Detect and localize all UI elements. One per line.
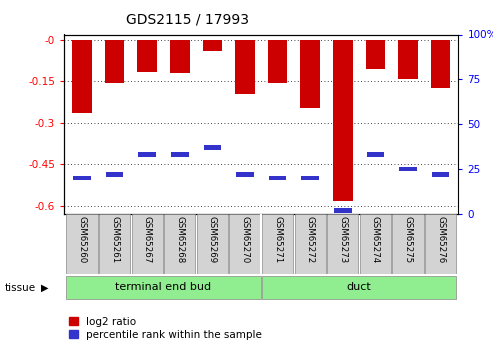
Bar xyxy=(432,172,449,177)
Bar xyxy=(269,176,286,180)
Bar xyxy=(138,40,157,72)
Bar xyxy=(197,214,228,274)
Bar xyxy=(235,40,255,94)
Text: GSM65260: GSM65260 xyxy=(77,216,86,264)
Bar xyxy=(294,214,326,274)
Bar xyxy=(327,214,358,274)
Bar xyxy=(170,40,190,73)
Bar xyxy=(367,152,384,157)
Bar xyxy=(132,214,163,274)
Text: tissue: tissue xyxy=(5,283,36,293)
Bar xyxy=(333,40,352,201)
Bar xyxy=(229,214,261,274)
Bar xyxy=(204,145,221,150)
Bar xyxy=(300,40,320,108)
Bar xyxy=(301,176,319,180)
Bar xyxy=(366,40,385,69)
Text: GSM65276: GSM65276 xyxy=(436,216,445,264)
Bar xyxy=(262,214,293,274)
Text: ▶: ▶ xyxy=(41,283,48,293)
Text: GSM65275: GSM65275 xyxy=(403,216,413,264)
Bar xyxy=(171,152,189,157)
Bar xyxy=(262,276,456,299)
Text: GDS2115 / 17993: GDS2115 / 17993 xyxy=(126,12,249,26)
Bar xyxy=(106,172,123,177)
Bar xyxy=(139,152,156,157)
Bar xyxy=(105,40,124,83)
Bar xyxy=(360,214,391,274)
Text: GSM65273: GSM65273 xyxy=(338,216,347,264)
Bar xyxy=(73,176,91,180)
Text: GSM65270: GSM65270 xyxy=(241,216,249,264)
Bar xyxy=(392,214,423,274)
Text: GSM65271: GSM65271 xyxy=(273,216,282,264)
Bar xyxy=(431,40,450,88)
Text: GSM65269: GSM65269 xyxy=(208,216,217,264)
Bar xyxy=(236,172,254,177)
Bar xyxy=(268,40,287,83)
Bar xyxy=(398,40,418,79)
Text: GSM65261: GSM65261 xyxy=(110,216,119,264)
Bar xyxy=(399,167,417,171)
Text: GSM65274: GSM65274 xyxy=(371,216,380,264)
Legend: log2 ratio, percentile rank within the sample: log2 ratio, percentile rank within the s… xyxy=(70,317,262,340)
Text: GSM65268: GSM65268 xyxy=(176,216,184,264)
Bar xyxy=(99,214,130,274)
Text: GSM65272: GSM65272 xyxy=(306,216,315,264)
Bar xyxy=(67,276,261,299)
Bar xyxy=(425,214,456,274)
Bar xyxy=(334,208,352,213)
Bar xyxy=(67,214,98,274)
Bar xyxy=(72,40,92,113)
Text: terminal end bud: terminal end bud xyxy=(115,282,211,292)
Bar xyxy=(203,40,222,51)
Text: duct: duct xyxy=(347,282,371,292)
Bar xyxy=(164,214,195,274)
Text: GSM65267: GSM65267 xyxy=(142,216,152,264)
